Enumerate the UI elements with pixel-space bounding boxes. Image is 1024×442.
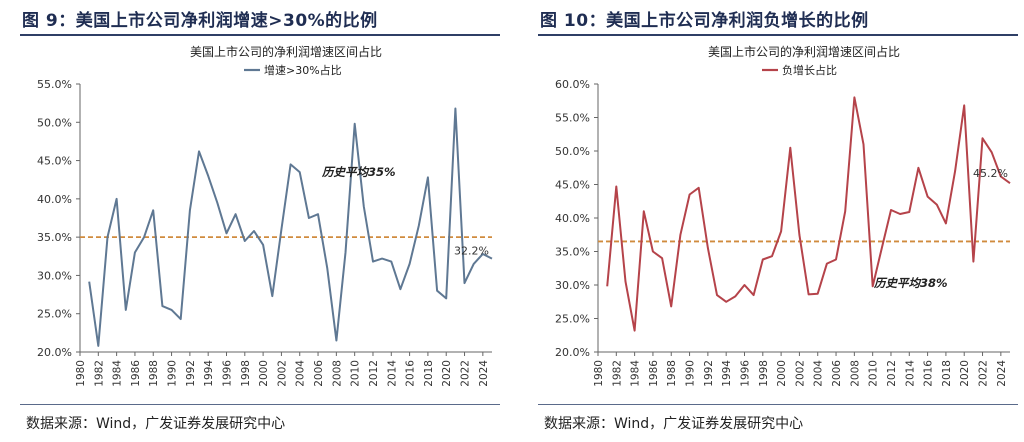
x-tick-label: 1998 <box>758 360 770 387</box>
x-tick-label: 1984 <box>630 360 642 387</box>
x-tick-label: 2024 <box>996 360 1008 387</box>
x-tick-label: 2006 <box>313 360 325 387</box>
y-tick-label: 35.0% <box>555 246 590 259</box>
series-line <box>88 107 493 347</box>
x-tick-label: 2018 <box>423 360 435 387</box>
x-tick-label: 1988 <box>666 360 678 387</box>
end-value-label: 32.2% <box>454 245 489 258</box>
x-tick-label: 1990 <box>167 360 179 387</box>
x-tick-label: 1992 <box>703 360 715 387</box>
x-tick-label: 1996 <box>739 360 751 387</box>
source-note: 数据来源：Wind，广发证券发展研究中心 <box>544 416 804 432</box>
x-tick-label: 1982 <box>611 360 623 387</box>
x-tick-label: 2002 <box>276 360 288 387</box>
x-tick-label: 2018 <box>941 360 953 387</box>
x-tick-label: 1996 <box>221 360 233 387</box>
title-rule <box>538 34 1018 36</box>
y-tick-label: 30.0% <box>555 279 590 292</box>
x-tick-label: 2020 <box>441 360 453 387</box>
x-tick-label: 2014 <box>904 360 916 387</box>
figure-9-panel: 图 9：美国上市公司净利润增速>30%的比例 美国上市公司的净利润增速区间占比增… <box>0 0 506 442</box>
y-tick-label: 60.0% <box>555 78 590 91</box>
x-tick-label: 1980 <box>75 360 87 387</box>
x-tick-label: 2014 <box>386 360 398 387</box>
x-tick-label: 2002 <box>794 360 806 387</box>
figure-title: 图 9：美国上市公司净利润增速>30%的比例 <box>22 11 378 31</box>
x-tick-label: 2020 <box>959 360 971 387</box>
average-annotation: 历史平均38% <box>873 276 948 290</box>
x-tick-label: 2024 <box>478 360 490 387</box>
y-tick-label: 45.0% <box>555 179 590 192</box>
y-tick-label: 20.0% <box>555 346 590 359</box>
y-tick-label: 40.0% <box>37 193 72 206</box>
x-tick-label: 2004 <box>813 360 825 387</box>
x-tick-label: 2008 <box>849 360 861 387</box>
y-tick-label: 25.0% <box>37 308 72 321</box>
x-tick-label: 2004 <box>295 360 307 387</box>
y-tick-label: 35.0% <box>37 231 72 244</box>
x-tick-label: 2022 <box>978 360 990 387</box>
x-tick-label: 1998 <box>240 360 252 387</box>
y-tick-label: 55.0% <box>555 112 590 125</box>
series-line <box>606 96 1011 332</box>
average-annotation: 历史平均35% <box>321 165 396 179</box>
figure-10-panel: 图 10：美国上市公司净利润负增长的比例 美国上市公司的净利润增速区间占比负增长… <box>518 0 1024 442</box>
x-tick-label: 1994 <box>203 360 215 387</box>
x-tick-label: 1994 <box>721 360 733 387</box>
legend-label: 负增长占比 <box>782 63 837 77</box>
x-tick-label: 1992 <box>185 360 197 387</box>
x-tick-label: 1986 <box>130 360 142 387</box>
x-tick-label: 1984 <box>112 360 124 387</box>
y-tick-label: 50.0% <box>37 116 72 129</box>
x-tick-label: 2022 <box>460 360 472 387</box>
x-tick-label: 2008 <box>331 360 343 387</box>
y-tick-label: 50.0% <box>555 145 590 158</box>
x-tick-label: 1982 <box>93 360 105 387</box>
chart-title: 美国上市公司的净利润增速区间占比 <box>190 44 382 59</box>
end-value-label: 45.2% <box>973 167 1008 180</box>
x-tick-label: 1986 <box>648 360 660 387</box>
legend-label: 增速>30%占比 <box>264 63 342 77</box>
x-tick-label: 1990 <box>685 360 697 387</box>
x-tick-label: 2016 <box>923 360 935 387</box>
y-tick-label: 20.0% <box>37 346 72 359</box>
title-rule <box>20 34 500 36</box>
x-tick-label: 2010 <box>350 360 362 387</box>
x-tick-label: 2016 <box>405 360 417 387</box>
y-tick-label: 55.0% <box>37 78 72 91</box>
x-tick-label: 2000 <box>258 360 270 387</box>
source-rule <box>538 404 1018 405</box>
y-tick-label: 25.0% <box>555 313 590 326</box>
y-tick-label: 30.0% <box>37 269 72 282</box>
source-note: 数据来源：Wind，广发证券发展研究中心 <box>26 416 286 432</box>
x-tick-label: 2000 <box>776 360 788 387</box>
figure-title: 图 10：美国上市公司净利润负增长的比例 <box>540 11 869 31</box>
x-tick-label: 2012 <box>368 360 380 387</box>
x-tick-label: 1980 <box>593 360 605 387</box>
y-tick-label: 40.0% <box>555 212 590 225</box>
x-tick-label: 2006 <box>831 360 843 387</box>
x-tick-label: 1988 <box>148 360 160 387</box>
x-tick-label: 2012 <box>886 360 898 387</box>
y-tick-label: 45.0% <box>37 155 72 168</box>
x-tick-label: 2010 <box>868 360 880 387</box>
chart-title: 美国上市公司的净利润增速区间占比 <box>708 44 900 59</box>
source-rule <box>20 404 500 405</box>
